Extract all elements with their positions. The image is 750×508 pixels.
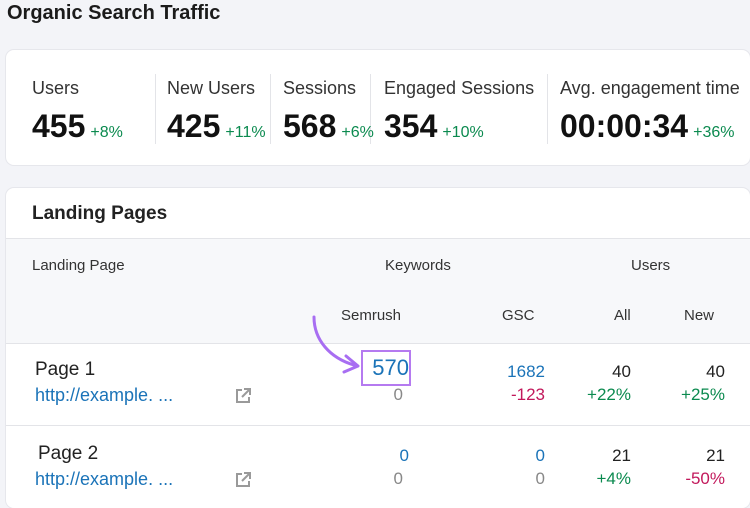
column-header: GSC bbox=[502, 307, 535, 324]
cell-value: 40 bbox=[706, 362, 725, 381]
page-title: Organic Search Traffic bbox=[7, 2, 221, 24]
metric-label: Avg. engagement time bbox=[560, 78, 740, 98]
page-url: http://example. ... bbox=[35, 469, 174, 489]
page: Organic Search Traffic Users 455 +8% New Us… bbox=[6, 2, 750, 508]
metric-value: 00:00:34 bbox=[560, 108, 689, 144]
cell-value: +25% bbox=[681, 385, 725, 404]
table-header bbox=[6, 238, 750, 344]
metric-value: 354 bbox=[384, 108, 438, 144]
page-name: Page 1 bbox=[35, 359, 96, 380]
cell-value: 0 bbox=[393, 385, 403, 404]
column-header: Landing Page bbox=[32, 257, 125, 274]
external-link-glyph bbox=[236, 388, 251, 403]
highlight-box bbox=[361, 350, 411, 386]
row-divider bbox=[6, 425, 750, 426]
cell-value: 0 bbox=[399, 446, 409, 465]
page-url: http://example. ... bbox=[35, 385, 174, 405]
metric-value: 425 bbox=[167, 108, 221, 144]
column-header: Semrush bbox=[341, 307, 402, 324]
metric-change: +10% bbox=[442, 124, 484, 141]
cell-value: 0 bbox=[535, 446, 545, 465]
page-name: Page 2 bbox=[38, 443, 99, 464]
metric-change: +6% bbox=[341, 124, 374, 141]
metric-value-row: 455 +8% bbox=[32, 108, 123, 145]
column-header: Users bbox=[631, 257, 671, 274]
external-link-glyph bbox=[236, 472, 251, 487]
cell-value: +22% bbox=[587, 385, 631, 404]
external-link-icon bbox=[234, 387, 252, 409]
metric-value-row: 00:00:34 +36% bbox=[560, 108, 734, 145]
metric-change: +8% bbox=[90, 124, 123, 141]
cell-value: -123 bbox=[510, 385, 545, 404]
metric-divider bbox=[370, 74, 371, 144]
column-header: All bbox=[614, 307, 631, 324]
metric-value-row: 425 +11% bbox=[167, 108, 266, 145]
metric-change: +11% bbox=[225, 124, 266, 141]
cell-value: 21 bbox=[706, 446, 725, 465]
metric-change: +36% bbox=[693, 124, 735, 141]
metric-value-row: 568 +6% bbox=[283, 108, 374, 145]
metric-divider bbox=[547, 74, 548, 144]
cell-value: +4% bbox=[596, 469, 632, 488]
landing-pages-card: Landing Pages Landing Page Keywords User… bbox=[6, 188, 750, 508]
metric-label: Sessions bbox=[283, 78, 357, 98]
metric-label: Engaged Sessions bbox=[384, 78, 535, 98]
metric-divider bbox=[270, 74, 271, 144]
metric-divider bbox=[155, 74, 156, 144]
column-header: New bbox=[684, 307, 715, 324]
cell-value: 1682 bbox=[507, 362, 545, 381]
metric-value: 568 bbox=[283, 108, 337, 144]
cell-value: 0 bbox=[535, 469, 545, 488]
metric-label: New Users bbox=[167, 78, 256, 98]
section-title: Landing Pages bbox=[32, 203, 168, 224]
metrics-card: Users 455 +8% New Users 425 +11% Sessions 568 +6… bbox=[6, 50, 750, 165]
cell-value: 21 bbox=[612, 446, 631, 465]
external-link-icon bbox=[234, 471, 252, 493]
cell-value: 570 bbox=[372, 355, 409, 380]
column-header: Keywords bbox=[385, 257, 451, 274]
cell-value: 40 bbox=[612, 362, 631, 381]
metric-label: Users bbox=[32, 78, 80, 98]
metric-value-row: 354 +10% bbox=[384, 108, 484, 145]
cell-value: -50% bbox=[685, 469, 725, 488]
metric-value: 455 bbox=[32, 108, 86, 144]
cell-value: 0 bbox=[393, 469, 403, 488]
